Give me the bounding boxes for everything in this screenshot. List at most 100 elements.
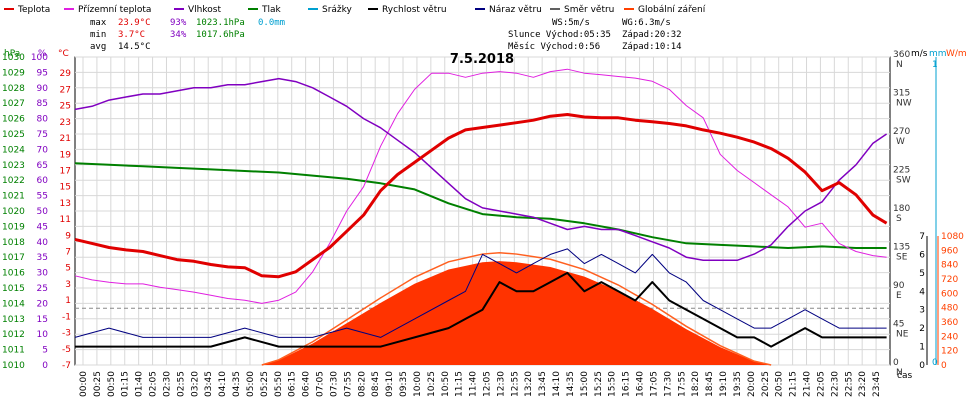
stats-avg-temp: 14.5°C	[118, 42, 151, 52]
tick-time: 11:15	[455, 371, 465, 397]
stats-min-press: 1017.6hPa	[196, 30, 245, 40]
legend-label: Tlak	[261, 5, 282, 15]
tick-pct: 0	[42, 361, 48, 371]
tick-wm: 960	[941, 246, 958, 256]
tick-hpa: 1024	[2, 145, 25, 155]
tick-ms: 5	[919, 269, 925, 279]
tick-ms: 3	[919, 306, 925, 316]
series-line-vlhkost	[74, 77, 888, 262]
tick-time: 09:35	[399, 371, 409, 397]
tick-pct: 35	[37, 253, 48, 263]
tick-ms: 0	[919, 361, 925, 371]
tick-hpa: 1014	[2, 299, 25, 309]
tick-pct: 40	[37, 238, 49, 248]
series-line-rychlost-v-tru	[75, 271, 887, 348]
tick-pct: 45	[37, 222, 48, 232]
tick-c: 1	[65, 296, 71, 306]
tick-hpa: 1021	[2, 192, 25, 202]
tick-hpa: 1030	[2, 53, 25, 63]
tick-ms: 4	[919, 287, 925, 297]
tick-c: 17	[60, 166, 71, 176]
tick-hpa: 1017	[2, 253, 25, 263]
stats-min-temp: 3.7°C	[118, 30, 145, 40]
tick-wm: 720	[941, 275, 958, 285]
tick-time: 23:20	[858, 371, 868, 397]
unit-time: čas	[897, 370, 912, 381]
tick-pct: 85	[37, 99, 48, 109]
tick-wm: 120	[941, 347, 958, 357]
tick-time: 07:30	[329, 371, 339, 397]
tick-wm: 1080	[941, 232, 964, 242]
info-sun: Slunce Východ:05:35	[508, 30, 611, 40]
legend-label: Přízemní teplota	[78, 5, 151, 15]
legend-label: Teplota	[17, 5, 50, 15]
tick-time: 16:15	[622, 371, 632, 397]
info-moon: Měsíc Východ:0:56	[508, 42, 600, 52]
tick-hpa: 1026	[2, 115, 25, 125]
tick-c: 13	[60, 199, 71, 209]
tick-time: 21:40	[803, 371, 813, 397]
tick-dir-deg: 0	[893, 358, 899, 368]
legend-label: Směr větru	[564, 5, 614, 15]
tick-time: 04:35	[232, 371, 242, 397]
tick-c: 23	[60, 118, 71, 128]
tick-time: 14:10	[552, 371, 562, 397]
tick-wm: 600	[941, 289, 958, 299]
tick-dir-deg: 90	[893, 281, 905, 291]
tick-mm: 0	[932, 358, 938, 368]
unit-wm: W/m²	[946, 49, 966, 59]
tick-time: 06:40	[302, 371, 312, 397]
tick-time: 10:25	[427, 371, 437, 397]
tick-hpa: 1015	[2, 284, 25, 294]
tick-time: 00:00	[79, 371, 89, 397]
info-sun-set: Západ:20:32	[622, 30, 682, 40]
tick-pct: 75	[37, 130, 48, 140]
tick-hpa: 1013	[2, 315, 25, 325]
tick-time: 04:10	[218, 371, 228, 397]
chart-title: 7.5.2018	[450, 52, 514, 67]
tick-hpa: 1028	[2, 84, 25, 94]
tick-time: 17:05	[649, 371, 659, 397]
tick-pct: 55	[37, 192, 48, 202]
info-moon-set: Západ:10:14	[622, 42, 682, 52]
tick-time: 23:45	[872, 371, 882, 397]
tick-time: 02:30	[162, 371, 172, 397]
tick-hpa: 1019	[2, 222, 25, 232]
tick-time: 19:35	[733, 371, 743, 397]
tick-dir-deg: 360	[893, 50, 910, 60]
tick-pct: 100	[31, 53, 48, 63]
tick-time: 02:55	[176, 371, 186, 397]
tick-hpa: 1012	[2, 330, 25, 340]
info-wg: WG:6.3m/s	[622, 18, 671, 28]
tick-time: 06:15	[288, 371, 298, 397]
tick-pct: 50	[37, 207, 49, 217]
info-ws: WS:5m/s	[552, 18, 590, 28]
tick-time: 09:10	[385, 371, 395, 397]
tick-dir-name: N	[896, 60, 903, 70]
tick-pct: 80	[37, 115, 49, 125]
tick-wm: 480	[941, 304, 958, 314]
tick-time: 12:55	[510, 371, 520, 397]
tick-hpa: 1011	[2, 346, 25, 356]
tick-time: 03:20	[190, 371, 200, 397]
stats-max-temp: 23.9°C	[118, 18, 151, 28]
tick-pct: 65	[37, 161, 48, 171]
tick-dir-name: SW	[896, 176, 911, 186]
legend-label: Vlhkost	[188, 5, 221, 15]
tick-hpa: 1029	[2, 68, 25, 78]
tick-c: 9	[65, 231, 71, 241]
series-line-tlak	[74, 162, 887, 249]
tick-time: 07:55	[343, 371, 353, 397]
tick-hpa: 1018	[2, 238, 25, 248]
unit-mm: mm	[929, 49, 947, 59]
stats-max-press: 1023.1hPa	[196, 18, 245, 28]
legend-label: Srážky	[322, 5, 353, 15]
series-line-teplota	[74, 113, 888, 279]
tick-hpa: 1027	[2, 99, 25, 109]
tick-pct: 95	[37, 68, 48, 78]
tick-time: 00:50	[107, 371, 117, 397]
tick-ms: 1	[919, 343, 925, 353]
tick-time: 10:50	[441, 371, 451, 397]
tick-time: 20:00	[747, 371, 757, 397]
tick-time: 20:50	[775, 371, 785, 397]
